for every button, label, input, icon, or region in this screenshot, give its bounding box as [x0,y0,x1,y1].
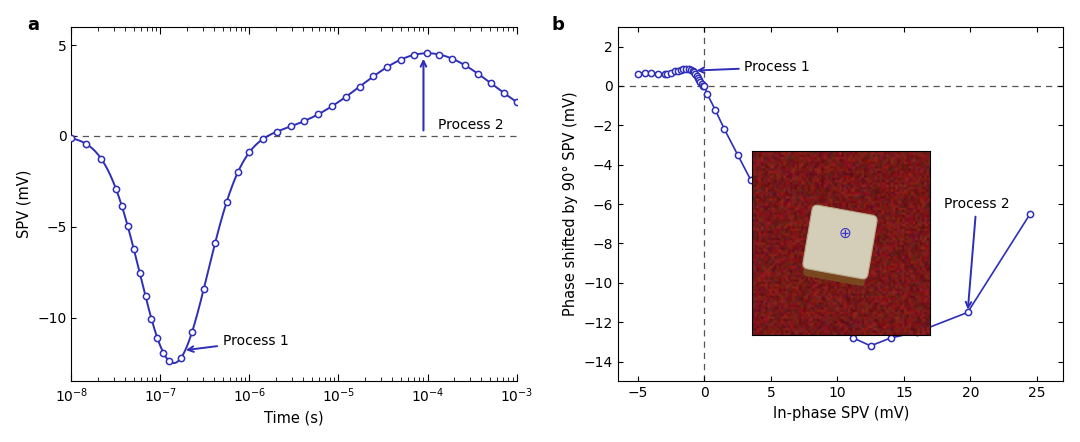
Text: b: b [551,16,564,34]
Y-axis label: SPV (mV): SPV (mV) [16,170,31,238]
Text: a: a [27,16,39,34]
Text: Process 1: Process 1 [188,334,288,352]
Y-axis label: Phase shifted by 90° SPV (mV): Phase shifted by 90° SPV (mV) [564,92,579,316]
X-axis label: In-phase SPV (mV): In-phase SPV (mV) [772,406,909,421]
X-axis label: Time (s): Time (s) [265,410,324,425]
Text: Process 1: Process 1 [699,60,810,74]
Text: Process 2: Process 2 [944,197,1010,308]
Text: Process 2: Process 2 [437,118,503,132]
